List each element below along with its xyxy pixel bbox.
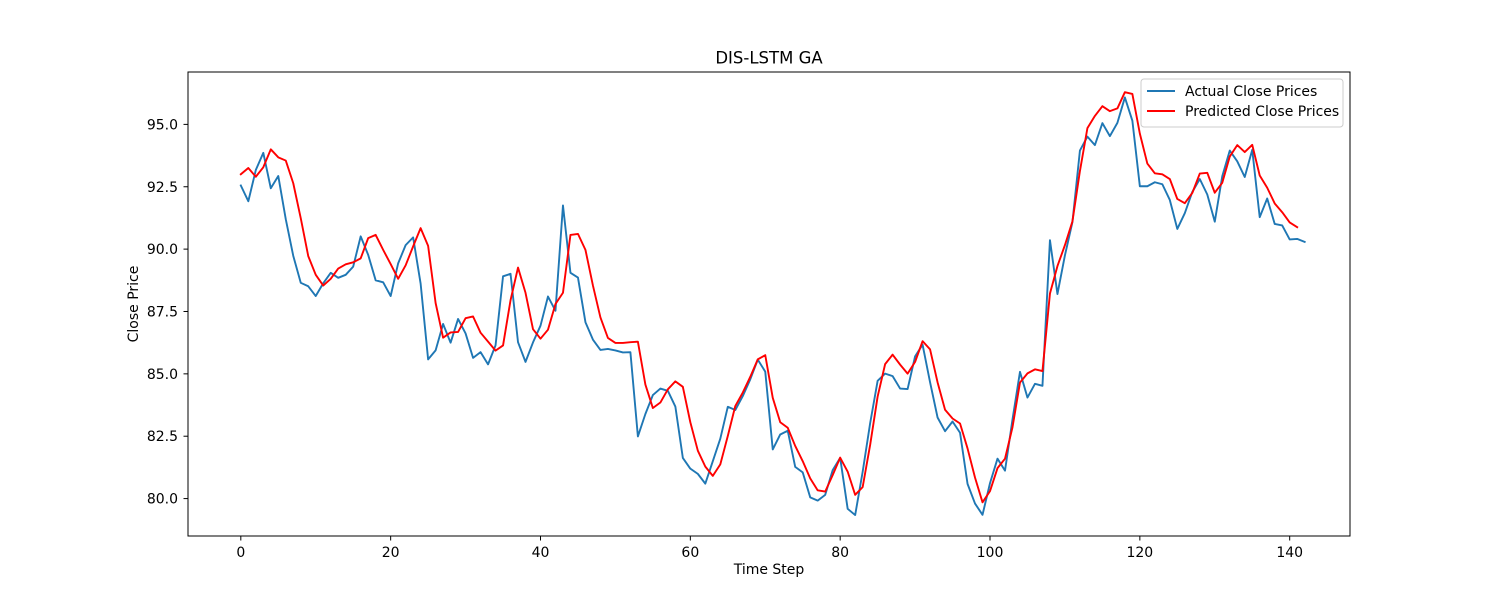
x-tick-label: 60 — [681, 545, 699, 561]
series-predicted-close-line — [239, 91, 1299, 504]
legend-box — [1140, 78, 1344, 128]
y-tick-label: 92.5 — [147, 180, 178, 196]
x-tick-label: 100 — [977, 545, 1004, 561]
x-axis-ticks: 0 20 40 60 80 100 120 140 — [236, 536, 1303, 561]
series-layer — [239, 91, 1306, 516]
series-actual-close-line — [239, 96, 1306, 516]
chart-title: DIS-LSTM GA — [715, 49, 823, 68]
y-tick-label: 90.0 — [147, 242, 178, 258]
x-tick-label: 0 — [236, 545, 245, 561]
y-tick-label: 87.5 — [147, 304, 178, 320]
plot-frame — [187, 71, 1351, 537]
legend: Actual Close Prices Predicted Close Pric… — [1140, 78, 1344, 128]
x-tick-label: 20 — [382, 545, 400, 561]
x-tick-label: 40 — [532, 545, 550, 561]
x-tick-label: 120 — [1126, 545, 1153, 561]
y-axis-ticks: 80.0 82.5 85.0 87.5 90.0 92.5 95.0 — [147, 117, 188, 508]
y-tick-label: 95.0 — [147, 117, 178, 133]
legend-label-actual: Actual Close Prices — [1185, 84, 1317, 100]
y-tick-label: 82.5 — [147, 429, 178, 445]
x-axis-label: Time Step — [733, 562, 805, 578]
x-tick-label: 140 — [1276, 545, 1303, 561]
legend-label-predicted: Predicted Close Prices — [1185, 104, 1339, 120]
y-tick-label: 85.0 — [147, 367, 178, 383]
y-axis-label: Close Price — [126, 266, 142, 343]
x-tick-label: 80 — [831, 545, 849, 561]
y-tick-label: 80.0 — [147, 492, 178, 508]
